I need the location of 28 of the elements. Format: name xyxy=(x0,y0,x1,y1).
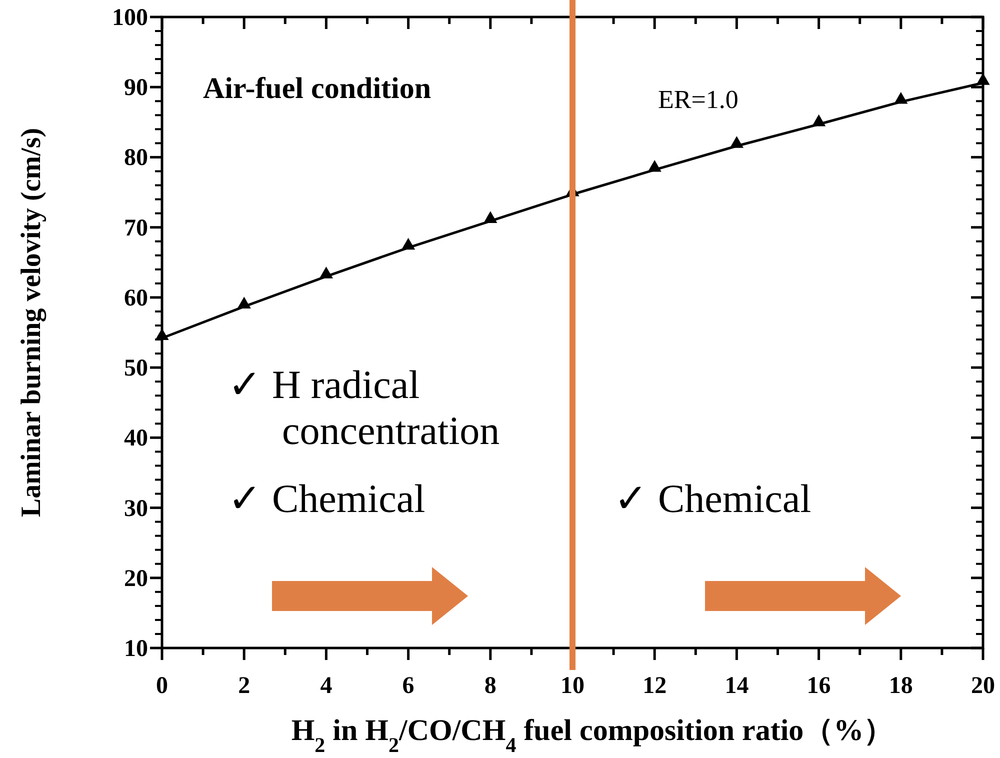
y-tick-label: 90 xyxy=(124,75,148,102)
x-tick-label: 8 xyxy=(484,673,496,699)
annotation: ✓ Chemical xyxy=(228,476,426,521)
x-tick-label: 2 xyxy=(238,673,250,699)
x-tick-label: 16 xyxy=(806,673,831,699)
annotation: ER=1.0 xyxy=(658,85,738,114)
y-tick-label: 40 xyxy=(124,426,148,452)
y-tick-label: 60 xyxy=(124,285,148,312)
y-tick-label: 100 xyxy=(112,5,148,31)
x-tick-label: 6 xyxy=(402,673,414,699)
annotation: ✓ Chemical xyxy=(614,476,812,521)
x-tick-label: 20 xyxy=(971,673,995,699)
y-tick-label: 80 xyxy=(124,145,148,172)
x-axis-title: H$_{2}$ in H$_{2}$/CO/CH$_{4}$ fuel composition ratio（%） xyxy=(291,714,894,757)
annotation: Air-fuel condition xyxy=(203,72,432,105)
y-tick-label: 20 xyxy=(124,566,148,592)
x-tick-label: 12 xyxy=(642,673,667,699)
x-tick-label: 0 xyxy=(156,673,168,699)
y-tick-label: 70 xyxy=(124,215,148,242)
x-tick-label: 14 xyxy=(724,673,749,699)
y-axis-title: Laminar burning velovity (cm/s) xyxy=(16,128,47,518)
x-tick-label: 18 xyxy=(888,673,913,699)
y-tick-label: 10 xyxy=(124,636,148,662)
x-tick-label: 4 xyxy=(320,673,332,699)
y-tick-label: 30 xyxy=(124,496,148,522)
annotation: ✓ H radical concentration xyxy=(228,362,500,453)
y-tick-label: 50 xyxy=(124,356,148,382)
x-tick-label: 10 xyxy=(560,673,584,699)
